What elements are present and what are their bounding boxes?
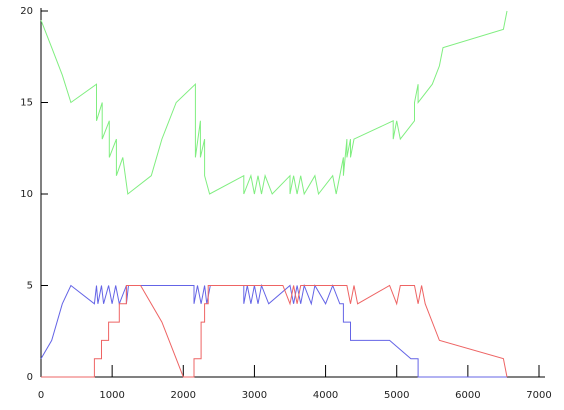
y-tick-label: 10: [20, 189, 33, 200]
line-series: [40, 283, 507, 378]
x-tick-label: 2000: [171, 390, 196, 401]
y-tick-label: 15: [20, 98, 33, 109]
x-tick-label: 0: [38, 390, 44, 401]
y-tick-label: 5: [27, 281, 33, 292]
x-tick-label: 7000: [526, 390, 551, 401]
line-series: [41, 284, 508, 378]
x-tick-label: 3000: [242, 390, 267, 401]
x-tick-label: 6000: [455, 390, 480, 401]
y-tick-label: 20: [20, 6, 33, 17]
x-tick-label: 4000: [313, 390, 338, 401]
x-tick-label: 5000: [384, 390, 409, 401]
line-series: [40, 10, 508, 196]
x-tick-label: 1000: [99, 390, 124, 401]
y-tick-label: 0: [27, 372, 33, 383]
